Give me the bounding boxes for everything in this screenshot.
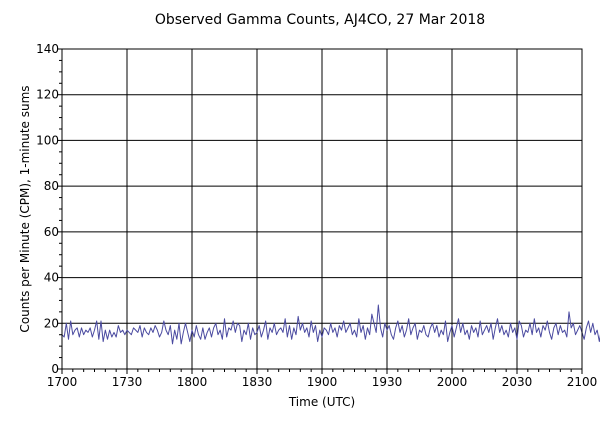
y-tick-label: 100	[36, 133, 59, 147]
y-tick-label: 60	[44, 225, 59, 239]
x-tick-label: 2100	[567, 375, 598, 389]
series-line	[61, 304, 600, 345]
y-tick-labels: 0 20 40 60 80 100 120 140	[36, 42, 59, 376]
y-tick-label: 80	[44, 179, 59, 193]
y-axis-label: Counts per Minute (CPM), 1-minute sums	[18, 85, 32, 332]
x-tick-label: 1930	[372, 375, 403, 389]
x-tick-label: 1700	[47, 375, 78, 389]
x-tick-label: 1730	[112, 375, 143, 389]
x-tick-labels: 1700 1730 1800 1830 1900 1930 2000 2030 2100	[47, 375, 598, 389]
x-tick-label: 2030	[502, 375, 533, 389]
plot-frame	[61, 48, 583, 370]
x-axis-label: Time (UTC)	[288, 395, 355, 409]
x-tick-label: 1800	[177, 375, 208, 389]
y-tick-label: 0	[51, 362, 59, 376]
chart-title: Observed Gamma Counts, AJ4CO, 27 Mar 201…	[155, 12, 485, 28]
grid	[62, 49, 582, 369]
y-tick-label: 140	[36, 42, 59, 56]
y-tick-label: 20	[44, 316, 59, 330]
series-layer	[61, 304, 600, 345]
minor-ticks	[57, 48, 583, 374]
x-tick-label: 2000	[437, 375, 468, 389]
y-tick-label: 40	[44, 271, 59, 285]
y-tick-label: 120	[36, 88, 59, 102]
x-tick-label: 1830	[242, 375, 273, 389]
x-tick-label: 1900	[307, 375, 338, 389]
